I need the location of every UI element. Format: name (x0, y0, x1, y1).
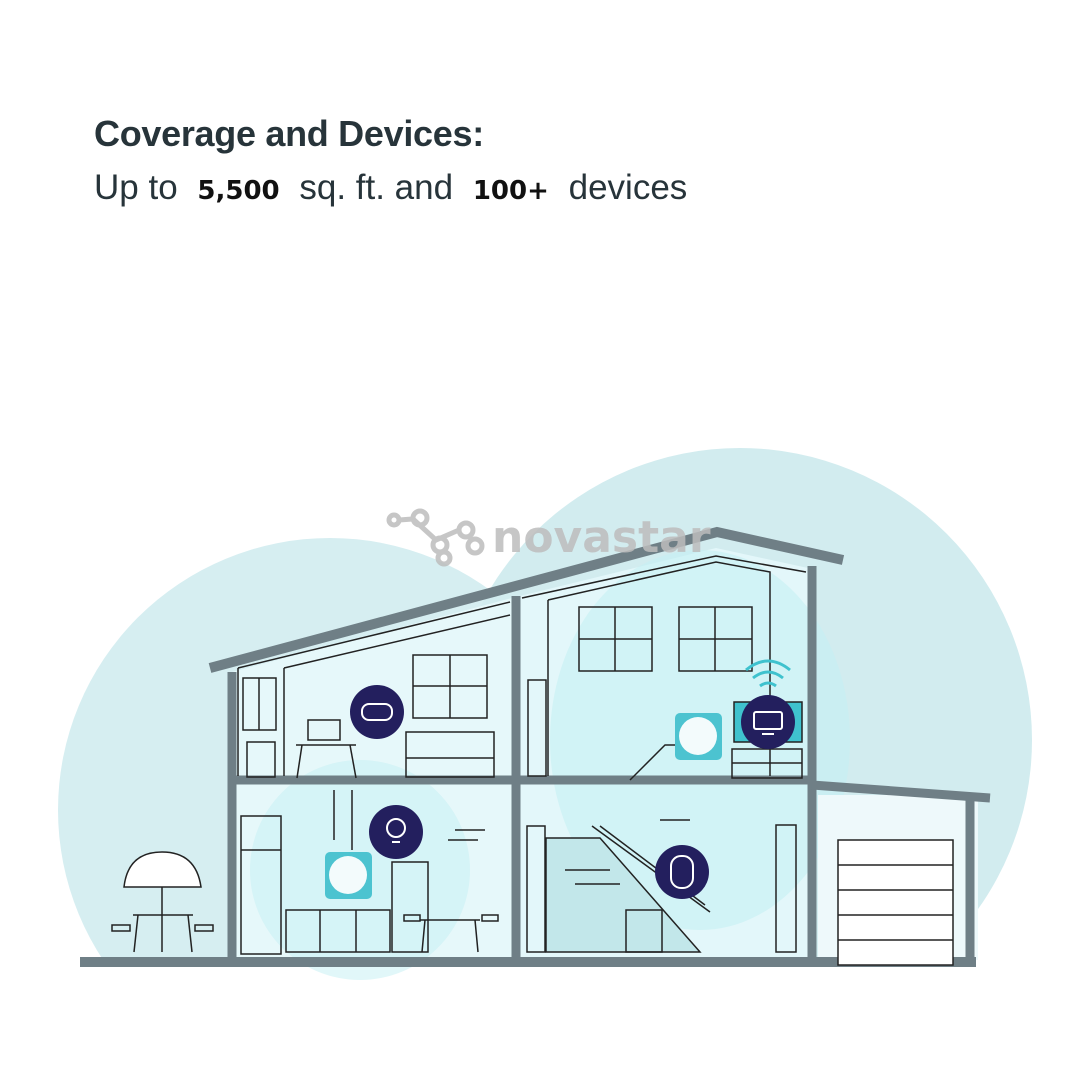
mesh-router-upstairs (675, 713, 722, 760)
heading-subtitle: Up to 5,500 sq. ft. and 100+ devices (94, 166, 687, 213)
house-walls (80, 526, 991, 967)
gamepad-icon (350, 685, 404, 739)
heading-title: Coverage and Devices: (94, 113, 484, 154)
prefix-text: Up to (94, 168, 178, 207)
wifi-icon (745, 659, 791, 688)
device-unit: devices (568, 168, 688, 207)
area-value: 5,500 (197, 176, 280, 206)
watermark-logo (386, 508, 485, 567)
mesh-router-downstairs (325, 852, 372, 899)
tv-icon (741, 695, 795, 749)
device-value: 100+ (472, 176, 549, 206)
smart-plug-icon (655, 845, 709, 899)
area-unit: sq. ft. and (299, 168, 454, 207)
heading: Coverage and Devices: Up to 5,500 sq. ft… (94, 112, 687, 213)
watermark-text: novastar (492, 512, 711, 563)
lightbulb-icon (369, 805, 423, 859)
